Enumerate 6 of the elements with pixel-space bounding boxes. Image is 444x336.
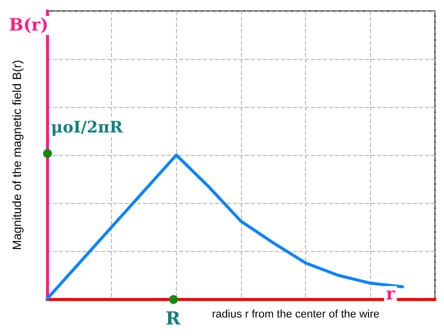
- text: μoI/2πR: [51, 118, 124, 136]
- y-axis-title: Magnitude of the magnetic field B(r): [10, 60, 24, 250]
- text: R: [166, 308, 182, 330]
- annotation: r: [386, 284, 396, 304]
- text: B(r): [9, 16, 48, 36]
- x-axis-title: radius r from the center of the wire: [212, 308, 380, 320]
